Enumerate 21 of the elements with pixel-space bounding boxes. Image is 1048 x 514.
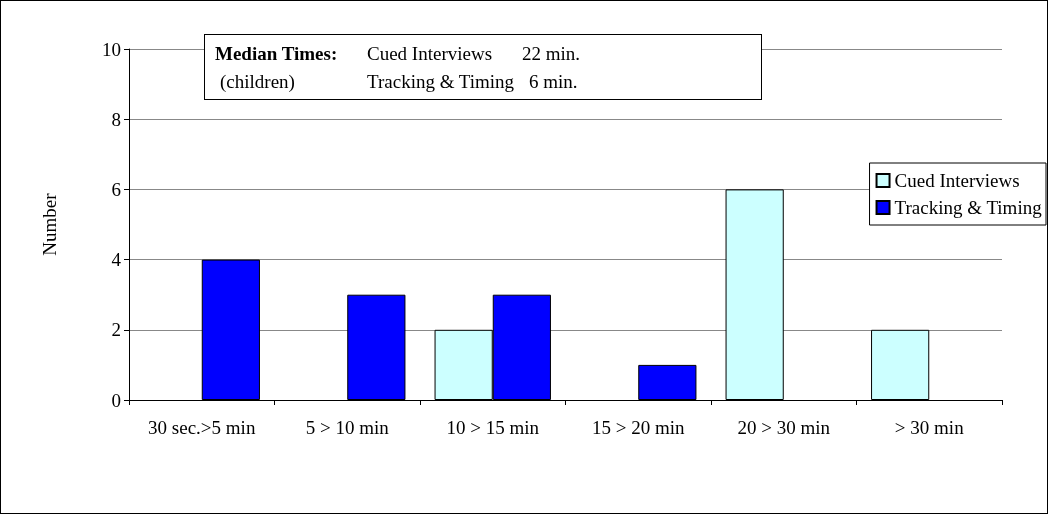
annotation: Median Times: <box>215 43 338 64</box>
y-tick-label: 2 <box>111 319 121 341</box>
y-axis-title: Number <box>39 192 60 256</box>
x-tick-label: > 30 min <box>894 416 965 438</box>
x-tick-label: 15 > 20 min <box>591 416 686 438</box>
y-tick-label: 6 <box>111 178 121 200</box>
legend-label: Cued Interviews <box>894 170 1020 191</box>
x-tick-label: 30 sec.>5 min <box>148 416 256 438</box>
annotation: Cued Interviews <box>367 43 493 64</box>
y-tick-label: 0 <box>111 389 121 411</box>
x-tick-label: 5 > 10 min <box>305 416 390 438</box>
annotation: 22 min. <box>522 43 581 64</box>
annotation: (children) <box>220 71 295 92</box>
annotation: 6 min. <box>529 71 578 92</box>
x-tick-label: 20 > 30 min <box>737 416 831 438</box>
annotation: Tracking & Timing <box>367 71 515 92</box>
y-tick-label: 4 <box>111 249 122 271</box>
y-tick-label: 10 <box>102 38 121 60</box>
x-tick-label: 10 > 15 min <box>446 416 540 438</box>
y-tick-label: 8 <box>111 108 121 130</box>
legend-label: Tracking & Timing <box>894 197 1043 218</box>
